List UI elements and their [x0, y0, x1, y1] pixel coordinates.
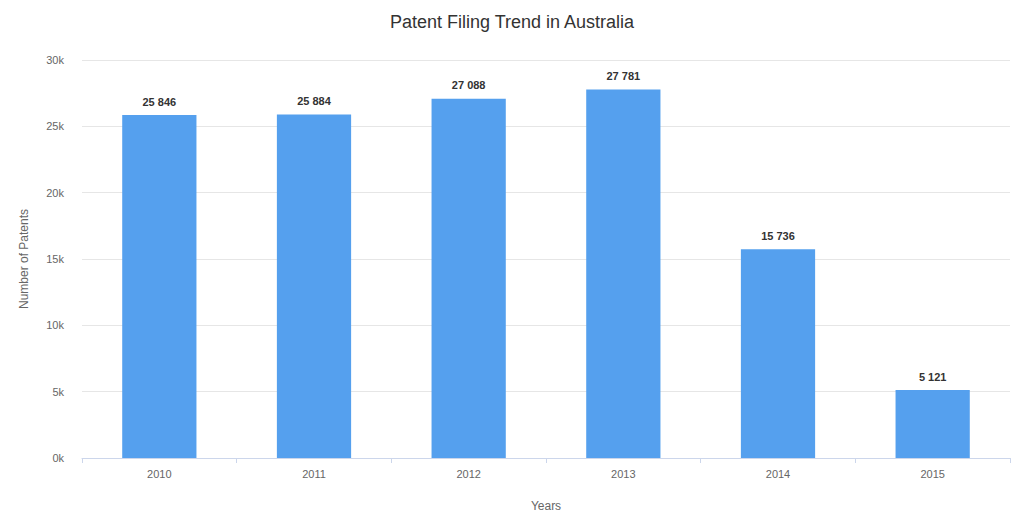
svg-text:25 846: 25 846 — [143, 96, 177, 108]
svg-text:25 884: 25 884 — [297, 95, 332, 107]
svg-text:2014: 2014 — [766, 468, 790, 480]
svg-text:20k: 20k — [46, 187, 64, 199]
svg-text:15 736: 15 736 — [761, 230, 795, 242]
svg-text:Years: Years — [531, 499, 561, 513]
svg-text:30k: 30k — [46, 54, 64, 66]
svg-text:15k: 15k — [46, 253, 64, 265]
svg-text:2013: 2013 — [611, 468, 635, 480]
svg-text:5 121: 5 121 — [919, 371, 947, 383]
svg-text:10k: 10k — [46, 319, 64, 331]
svg-text:2011: 2011 — [302, 468, 326, 480]
svg-text:Number of Patents: Number of Patents — [17, 209, 31, 309]
svg-text:Patent Filing Trend in Austral: Patent Filing Trend in Australia — [390, 12, 635, 32]
svg-text:5k: 5k — [52, 386, 64, 398]
svg-text:2012: 2012 — [456, 468, 480, 480]
svg-text:0k: 0k — [52, 452, 64, 464]
svg-text:2015: 2015 — [920, 468, 944, 480]
svg-text:25k: 25k — [46, 120, 64, 132]
svg-text:27 781: 27 781 — [607, 70, 641, 82]
svg-text:27 088: 27 088 — [452, 79, 486, 91]
svg-text:2010: 2010 — [147, 468, 171, 480]
